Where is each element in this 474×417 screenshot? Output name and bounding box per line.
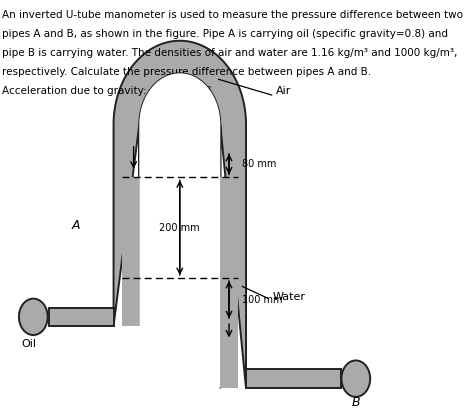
Text: pipe B is carrying water. The densities of air and water are 1.16 kg/m³ and 1000: pipe B is carrying water. The densities … <box>2 48 457 58</box>
Text: Water: Water <box>273 292 306 302</box>
Polygon shape <box>220 177 237 388</box>
Text: 200 mm: 200 mm <box>159 223 200 233</box>
Text: 80 mm: 80 mm <box>242 159 277 169</box>
Circle shape <box>341 360 370 397</box>
Text: A: A <box>72 219 80 232</box>
Text: respectively. Calculate the pressure difference between pipes A and B.: respectively. Calculate the pressure dif… <box>2 67 371 77</box>
Polygon shape <box>246 369 341 388</box>
Text: pipes A and B, as shown in the figure. Pipe A is carrying oil (specific gravity=: pipes A and B, as shown in the figure. P… <box>2 29 448 39</box>
Text: Air: Air <box>276 86 292 96</box>
Text: Acceleration due to gravity: g = 10 m/s²: Acceleration due to gravity: g = 10 m/s² <box>2 86 211 96</box>
Text: Oil: Oil <box>21 339 36 349</box>
Text: An inverted U-tube manometer is used to measure the pressure difference between : An inverted U-tube manometer is used to … <box>2 10 463 20</box>
Polygon shape <box>122 177 139 326</box>
Polygon shape <box>49 308 114 326</box>
Text: 100 mm: 100 mm <box>242 294 283 304</box>
Text: B: B <box>352 396 360 409</box>
Polygon shape <box>139 73 220 388</box>
Circle shape <box>19 299 48 335</box>
Polygon shape <box>114 41 246 388</box>
